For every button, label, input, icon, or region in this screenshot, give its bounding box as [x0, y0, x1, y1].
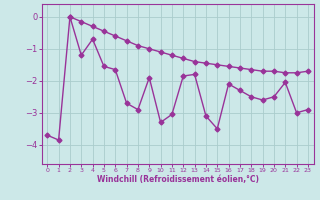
X-axis label: Windchill (Refroidissement éolien,°C): Windchill (Refroidissement éolien,°C)	[97, 175, 259, 184]
